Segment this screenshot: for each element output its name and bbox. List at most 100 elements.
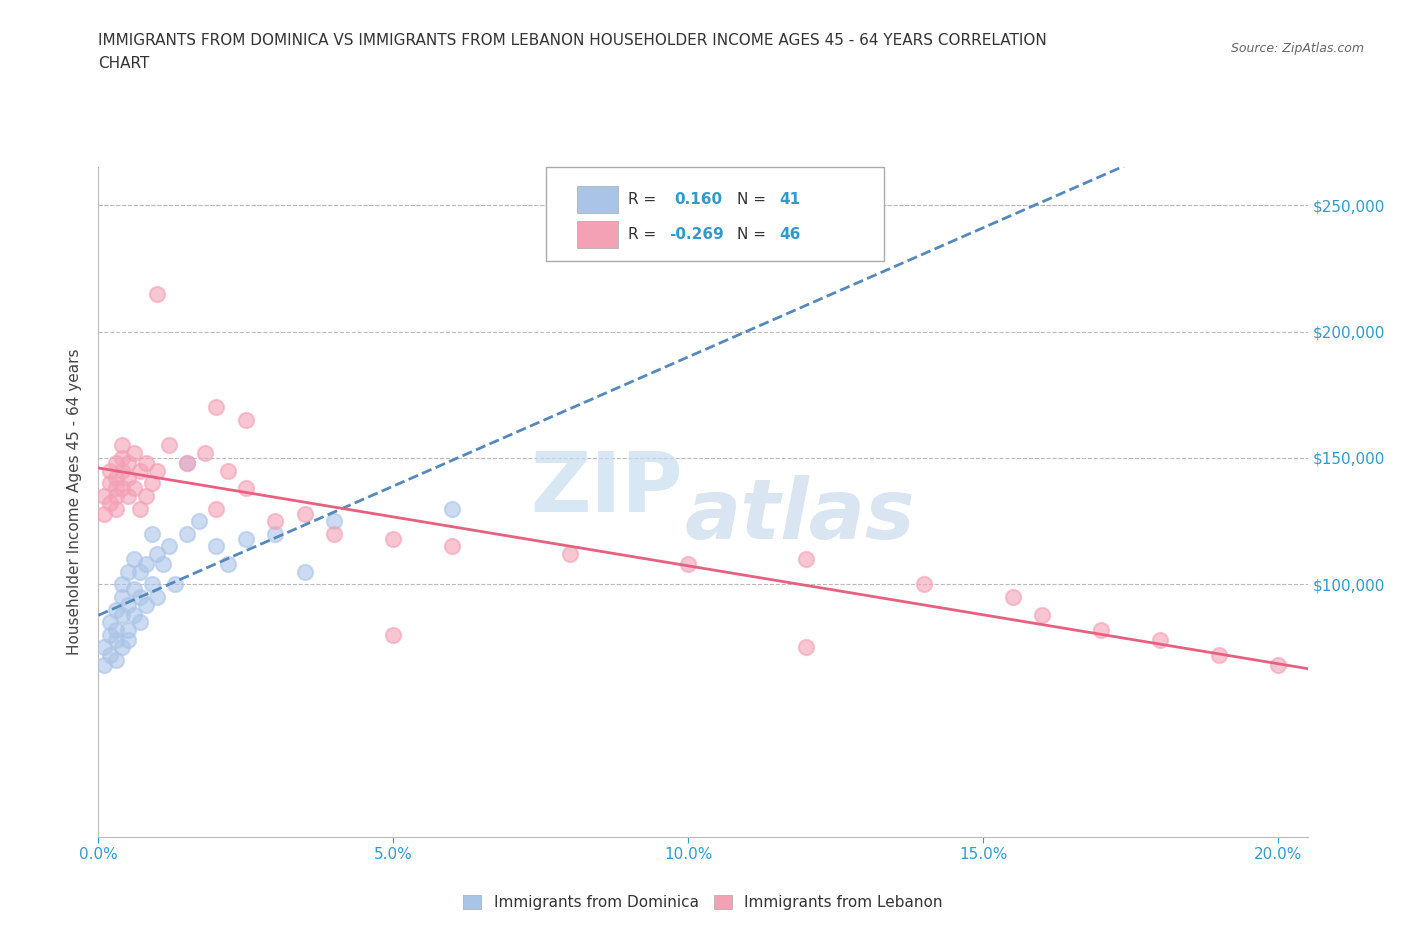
Point xyxy=(117,632,139,647)
Point xyxy=(176,456,198,471)
Point xyxy=(98,628,121,643)
Point xyxy=(105,471,128,485)
Point xyxy=(294,506,316,521)
Point xyxy=(111,607,134,622)
Point xyxy=(128,565,150,579)
Point xyxy=(560,547,582,562)
Text: atlas: atlas xyxy=(685,475,915,556)
Point xyxy=(1031,607,1053,622)
Point xyxy=(105,602,128,617)
Point xyxy=(98,476,121,491)
Point xyxy=(794,640,817,655)
Point xyxy=(117,456,139,471)
Point xyxy=(93,640,115,655)
Point xyxy=(235,481,257,496)
Point xyxy=(122,551,145,566)
Point xyxy=(1001,590,1024,604)
Point xyxy=(105,481,128,496)
Point xyxy=(1267,658,1289,672)
Point xyxy=(93,658,115,672)
Point xyxy=(122,607,145,622)
Point xyxy=(1149,632,1171,647)
Point xyxy=(205,539,228,554)
Point xyxy=(678,557,700,572)
Point xyxy=(117,565,139,579)
Text: N =: N = xyxy=(737,192,770,207)
Point xyxy=(157,438,180,453)
Point xyxy=(205,501,228,516)
Point xyxy=(122,445,145,460)
Point xyxy=(264,526,287,541)
Text: Source: ZipAtlas.com: Source: ZipAtlas.com xyxy=(1230,42,1364,55)
Point xyxy=(128,463,150,478)
Point xyxy=(98,615,121,630)
Point xyxy=(135,557,157,572)
Text: R =: R = xyxy=(628,227,661,242)
Point xyxy=(194,445,217,460)
Text: 46: 46 xyxy=(779,227,800,242)
Point xyxy=(187,513,209,528)
Text: 41: 41 xyxy=(779,192,800,207)
Point xyxy=(146,590,169,604)
Point xyxy=(117,597,139,612)
Point xyxy=(111,577,134,591)
Point xyxy=(235,531,257,546)
Point xyxy=(205,400,228,415)
Text: ZIP: ZIP xyxy=(530,448,682,529)
Point xyxy=(111,463,134,478)
Point xyxy=(157,539,180,554)
Point xyxy=(235,413,257,428)
Point xyxy=(176,526,198,541)
Point xyxy=(98,463,121,478)
Point xyxy=(105,456,128,471)
Text: R =: R = xyxy=(628,192,661,207)
Point xyxy=(105,632,128,647)
Point xyxy=(146,547,169,562)
Text: IMMIGRANTS FROM DOMINICA VS IMMIGRANTS FROM LEBANON HOUSEHOLDER INCOME AGES 45 -: IMMIGRANTS FROM DOMINICA VS IMMIGRANTS F… xyxy=(98,33,1047,47)
Point xyxy=(111,481,134,496)
FancyBboxPatch shape xyxy=(546,167,884,261)
Point xyxy=(441,501,464,516)
Point xyxy=(141,526,163,541)
Point xyxy=(98,496,121,511)
Point xyxy=(122,582,145,597)
Point xyxy=(117,622,139,637)
Point xyxy=(152,557,174,572)
Point xyxy=(111,590,134,604)
Point xyxy=(441,539,464,554)
Point xyxy=(135,456,157,471)
Point xyxy=(294,565,316,579)
Point xyxy=(117,471,139,485)
Point xyxy=(105,622,128,637)
Point xyxy=(105,653,128,668)
Point xyxy=(323,526,346,541)
Point xyxy=(1090,622,1112,637)
Point xyxy=(117,488,139,503)
Point xyxy=(135,488,157,503)
Point xyxy=(93,506,115,521)
Point xyxy=(165,577,187,591)
Point xyxy=(264,513,287,528)
Point xyxy=(912,577,935,591)
Point xyxy=(1208,647,1230,662)
Point xyxy=(176,456,198,471)
Text: 0.160: 0.160 xyxy=(673,192,723,207)
Point xyxy=(111,640,134,655)
Point xyxy=(93,488,115,503)
Point xyxy=(105,501,128,516)
Point xyxy=(217,463,239,478)
Point xyxy=(141,476,163,491)
Point xyxy=(128,501,150,516)
Point xyxy=(794,551,817,566)
Point xyxy=(128,590,150,604)
Point xyxy=(135,597,157,612)
Point xyxy=(217,557,239,572)
Point xyxy=(111,438,134,453)
Point xyxy=(323,513,346,528)
Point xyxy=(98,647,121,662)
Y-axis label: Householder Income Ages 45 - 64 years: Householder Income Ages 45 - 64 years xyxy=(67,349,83,656)
Text: CHART: CHART xyxy=(98,56,150,71)
FancyBboxPatch shape xyxy=(578,186,619,213)
Point xyxy=(122,481,145,496)
Text: -0.269: -0.269 xyxy=(669,227,724,242)
